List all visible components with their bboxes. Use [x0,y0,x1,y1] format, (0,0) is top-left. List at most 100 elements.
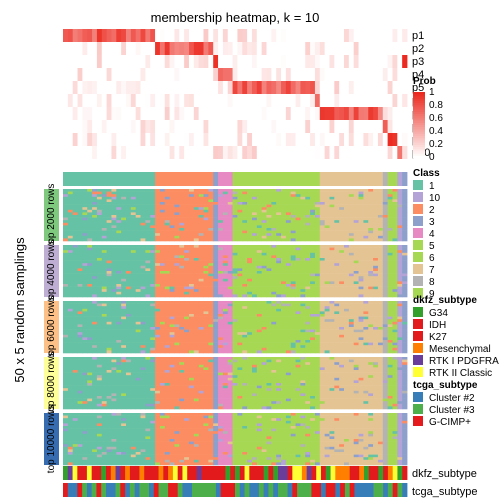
sampling-cell [145,222,151,226]
sampling-cell [232,308,238,312]
sampling-cell [348,273,355,277]
membership-cell [310,68,316,81]
sampling-cell [397,319,403,323]
sampling-cell [77,268,83,272]
sampling-cell [324,284,330,287]
membership-cell [310,146,316,159]
sampling-cell [237,347,243,351]
sampling-cell [72,289,78,293]
sampling-cell [72,189,78,192]
sampling-cell [324,238,330,242]
sampling-cell [256,258,263,261]
sampling-cell [358,329,364,333]
sampling-cell [92,340,98,343]
sampling-cell [339,345,345,349]
sampling-cell [111,212,117,216]
sampling-cell [397,222,403,226]
membership-cell [363,133,369,146]
membership-cell [193,107,200,120]
sampling-cell [232,321,238,325]
sampling-cell [208,273,214,277]
sampling-cell [256,199,263,203]
sampling-cell [368,291,374,295]
sampling-cell [310,258,316,261]
sampling-cell [135,278,141,282]
sampling-cell [324,278,330,282]
sampling-cell [77,247,83,251]
sampling-cell [101,303,108,307]
sampling-cell [227,268,233,272]
sampling-cell [63,196,69,200]
sampling-cell [106,286,112,290]
sampling-cell [358,230,364,234]
sampling-cell [92,252,98,256]
sampling-cell [169,278,175,282]
sampling-cell [218,247,224,251]
sampling-cell [247,281,253,285]
sampling-cell [155,286,161,290]
sampling-cell [392,314,398,317]
sampling-cell [130,222,137,226]
class-cell [130,172,137,186]
sampling-cell [300,334,306,338]
sampling-cell [92,294,98,298]
sampling-cell [87,191,93,195]
sampling-cell [67,265,74,269]
sampling-cell [324,196,330,200]
sampling-cell [251,289,258,293]
sampling-cell [329,345,335,349]
sampling-cell [116,194,122,198]
sampling-cell [232,332,238,336]
sampling-cell [87,194,93,198]
sampling-cell [174,258,180,261]
membership-cell [130,81,137,94]
sampling-cell [222,321,229,325]
sampling-cell [96,294,103,298]
sampling-cell [145,209,151,213]
sampling-cell [377,222,384,226]
sampling-cell [324,230,330,234]
sampling-cell [276,306,282,310]
sampling-cell [300,337,306,341]
sampling-cell [213,238,219,242]
sampling-cell [251,215,258,218]
sampling-cell [251,204,258,208]
sampling-cell [159,235,166,239]
sampling-cell [358,207,364,211]
membership-cell [319,55,326,68]
sampling-cell [271,220,277,224]
sampling-cell [106,228,112,231]
sampling-cell [135,245,141,248]
sampling-cell [111,199,117,203]
membership-cell [271,107,277,120]
sampling-cell [155,345,161,349]
sampling-cell [329,289,335,293]
sampling-cell [402,204,408,208]
sampling-cell [208,220,214,224]
sampling-cell [130,284,137,287]
membership-cell [368,107,374,120]
sampling-cell [310,278,316,282]
membership-cell [63,133,69,146]
sampling-cell [63,334,69,338]
sampling-cell [96,327,103,330]
sampling-cell [101,334,108,338]
sampling-cell [281,303,287,307]
sampling-cell [348,202,355,205]
sampling-cell [344,238,350,242]
sampling-cell [358,273,364,277]
sampling-cell [242,265,248,269]
sampling-cell [72,303,78,307]
sampling-cell [377,345,384,349]
sampling-cell [188,212,195,216]
sampling-cell [290,332,296,336]
sampling-cell [387,316,393,320]
sampling-cell [319,194,326,198]
sampling-cell [72,332,78,336]
membership-cell [290,42,296,55]
sampling-cell [247,308,253,312]
sampling-cell [271,233,277,237]
membership-cell [305,42,311,55]
sampling-cell [72,286,78,290]
sampling-cell [159,306,166,310]
